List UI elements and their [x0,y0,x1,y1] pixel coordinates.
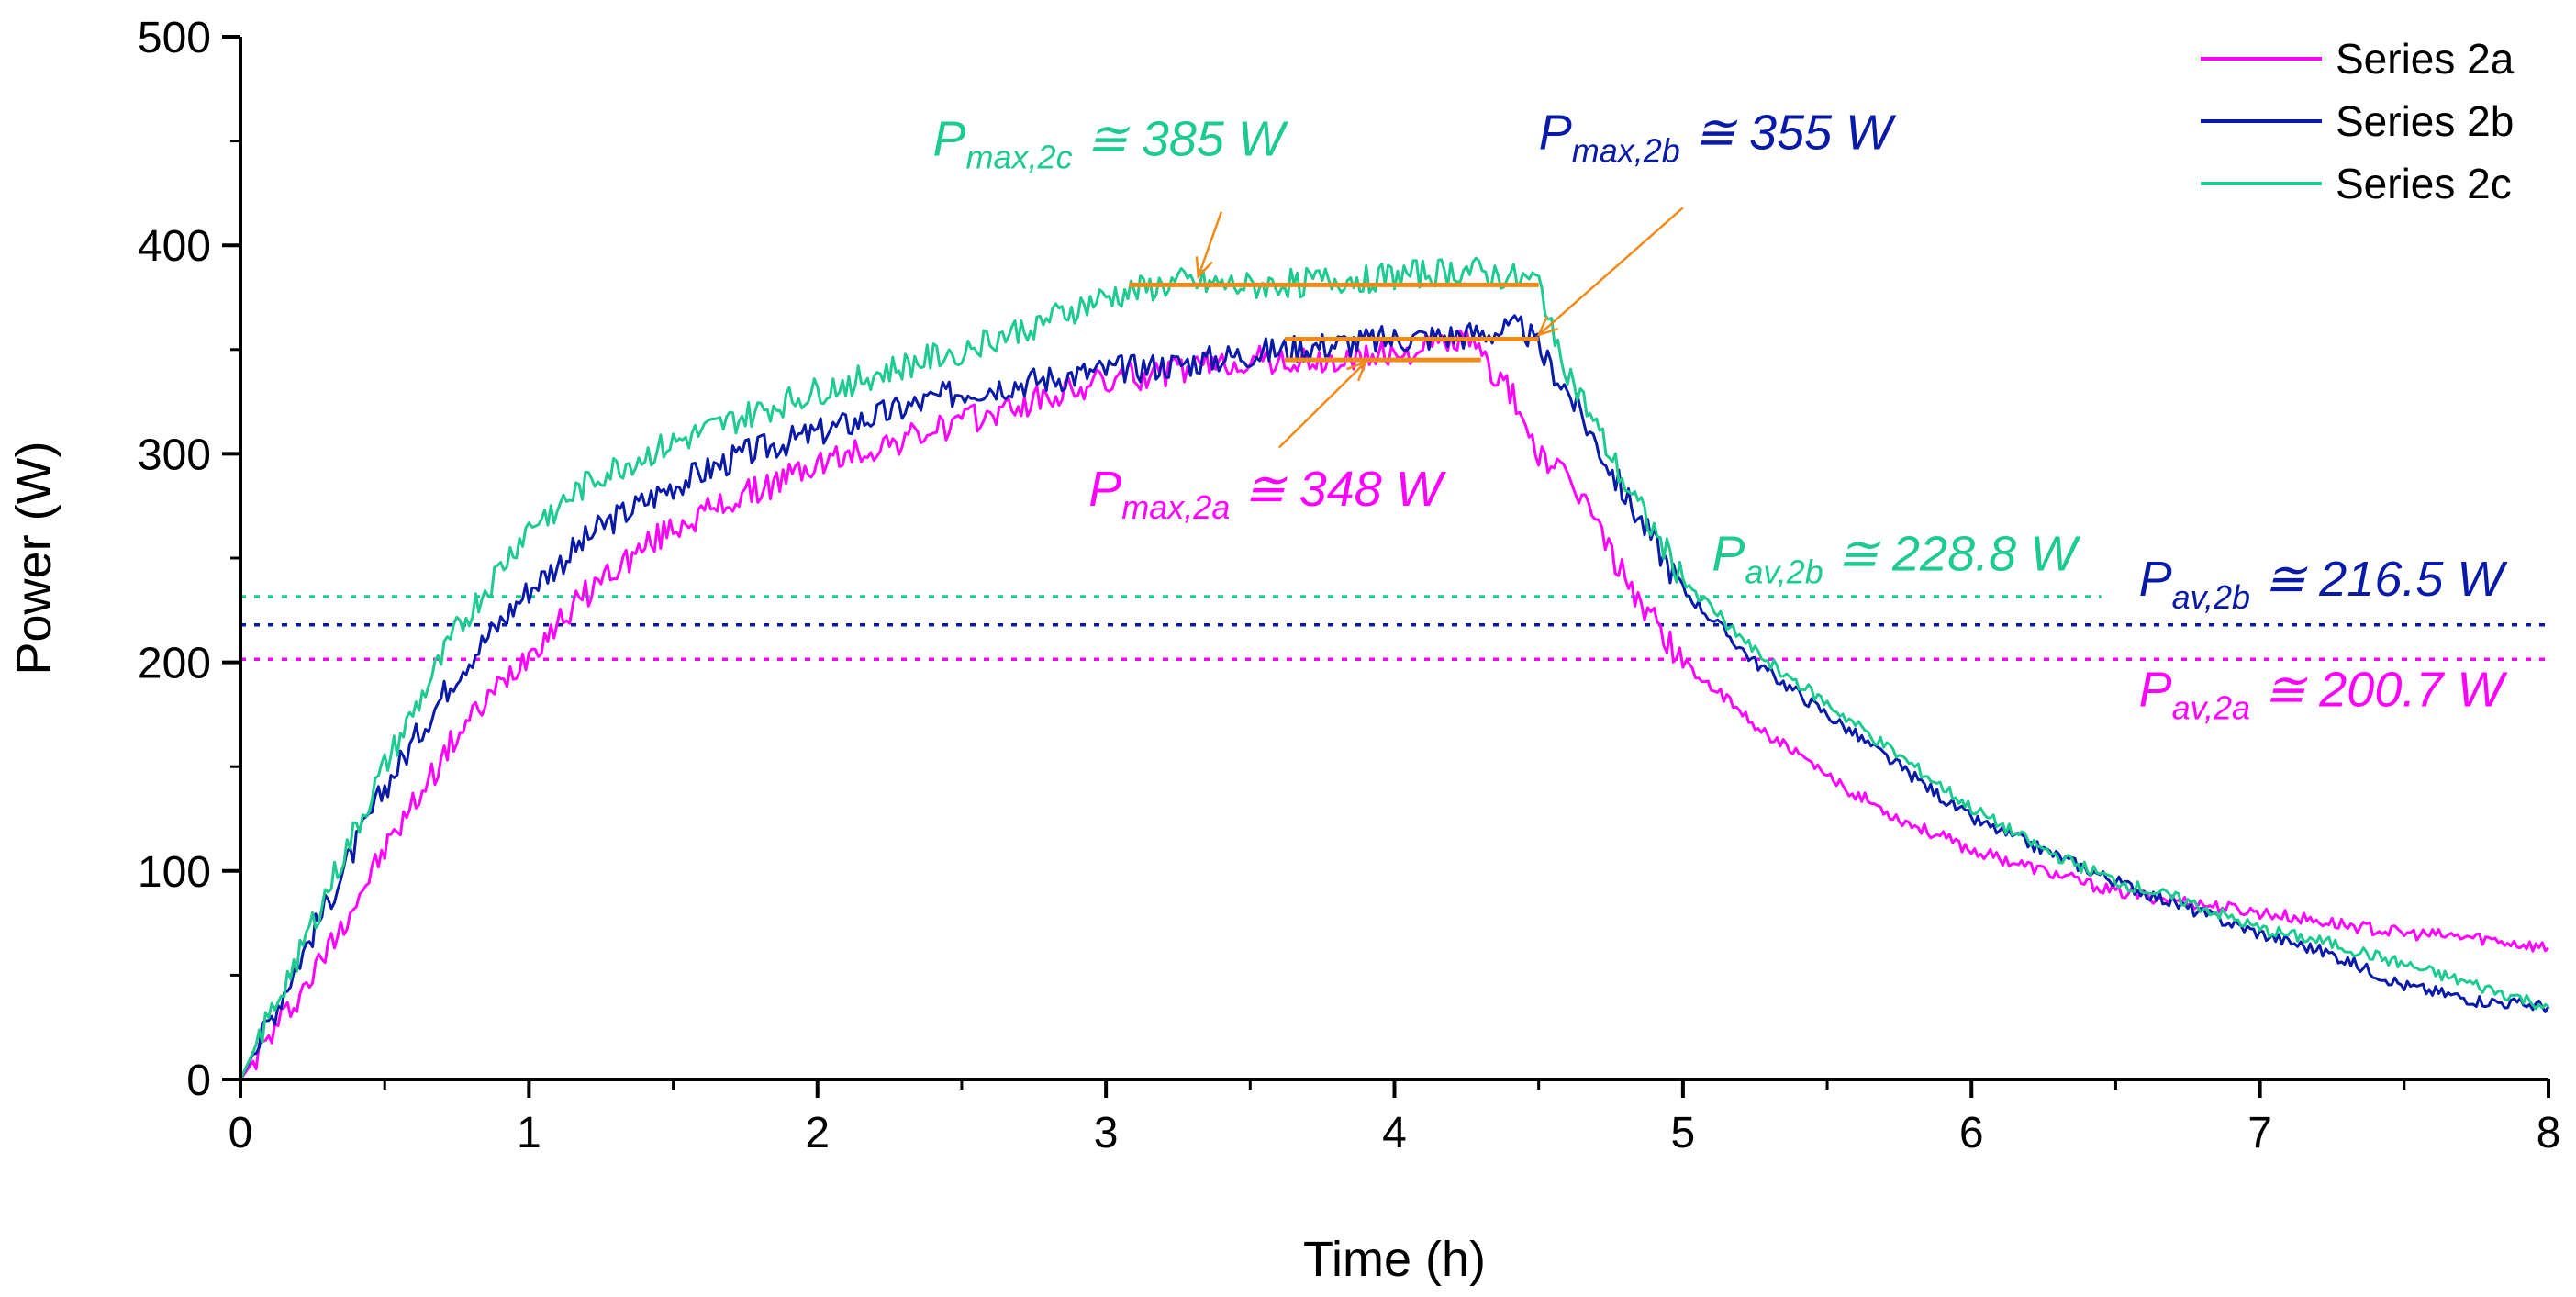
x-tick-label: 7 [2247,1109,2272,1157]
y-tick-label: 300 [138,430,211,479]
pav-2b-label-sub: av,2b [2172,578,2250,616]
y-axis-ticks: 0 100 200 300 400 500 [138,14,240,1105]
pav-2b-label-value: ≅ 216.5 W [2250,552,2508,607]
y-tick-label: 500 [138,14,211,62]
series-line-2 [239,314,2550,1080]
x-tick-label: 5 [1671,1109,1696,1157]
pmax-2b-label: Pmax,2b ≅ 355 W [1539,106,1897,170]
max-lines [1129,282,1539,363]
series-line-1 [239,328,2549,1080]
pmax-2a-arrow [1277,361,1366,449]
x-tick-label: 8 [2537,1109,2561,1157]
pav-2a-label-value: ≅ 200.7 W [2250,662,2508,717]
plot-area [239,256,2550,1080]
pmax-2c-label-sub: max,2c [966,139,1073,176]
series-lines [239,256,2550,1080]
pmax-2b-label-value: ≅ 355 W [1680,106,1897,161]
pav-2c-label-sub: av,2b [1745,553,1823,591]
legend: Series 2a Series 2b Series 2c [2201,35,2515,207]
pav-2a-label-sub: av,2a [2172,688,2250,726]
x-axis-ticks: 0 1 2 3 4 5 6 7 8 [229,1079,2561,1157]
pmax-2b-label-main: P [1539,106,1572,161]
legend-label-3: Series 2c [2336,160,2512,207]
pmax-2c-label-value: ≅ 385 W [1073,112,1289,167]
x-axis-title: Time (h) [1303,1232,1486,1287]
pmax-2c-arrow [1197,211,1223,277]
pmax-2c-arrowhead [1195,256,1213,280]
pmax-2a-label-sub: max,2a [1121,488,1230,526]
pmax-2b-arrow [1537,207,1684,336]
pav-2c-label-main: P [1712,527,1745,582]
x-tick-label: 2 [805,1109,830,1157]
y-tick-label: 400 [138,222,211,271]
pav-2a-label: Pav,2a ≅ 200.7 W [2139,662,2509,726]
pmax-2a-label: Pmax,2a ≅ 348 W [1088,462,1446,526]
series-line-3 [239,256,2549,1080]
x-tick-label: 4 [1382,1109,1407,1157]
x-tick-label: 6 [1959,1109,1984,1157]
pmax-2a-label-main: P [1088,462,1121,517]
y-axis-title: Power (W) [6,442,61,676]
pav-2b-label: Pav,2b ≅ 216.5 W [2139,552,2509,616]
pmax-2c-label-main: P [933,112,966,167]
pav-2c-label-value: ≅ 228.8 W [1823,527,2081,582]
pav-2a-label-main: P [2139,662,2172,717]
pmax-2b-arrowhead [1536,316,1559,337]
y-tick-label: 0 [186,1057,211,1105]
x-tick-label: 0 [229,1109,253,1157]
pav-2c-label: Pav,2b ≅ 228.8 W [1712,527,2081,591]
pmax-2a-arrowhead [1346,360,1368,382]
legend-label-2: Series 2b [2336,97,2514,145]
x-tick-label: 1 [517,1109,541,1157]
pmax-2c-label: Pmax,2c ≅ 385 W [933,112,1289,176]
y-tick-label: 100 [138,848,211,897]
y-tick-label: 200 [138,640,211,688]
pmax-2b-label-sub: max,2b [1572,132,1680,170]
legend-label-1: Series 2a [2336,35,2515,83]
axes: 0 1 2 3 4 5 6 7 8 0 100 200 300 400 500 [138,14,2560,1157]
pmax-2a-label-value: ≅ 348 W [1230,462,1446,517]
pav-2b-label-main: P [2139,552,2172,607]
x-tick-label: 3 [1094,1109,1119,1157]
